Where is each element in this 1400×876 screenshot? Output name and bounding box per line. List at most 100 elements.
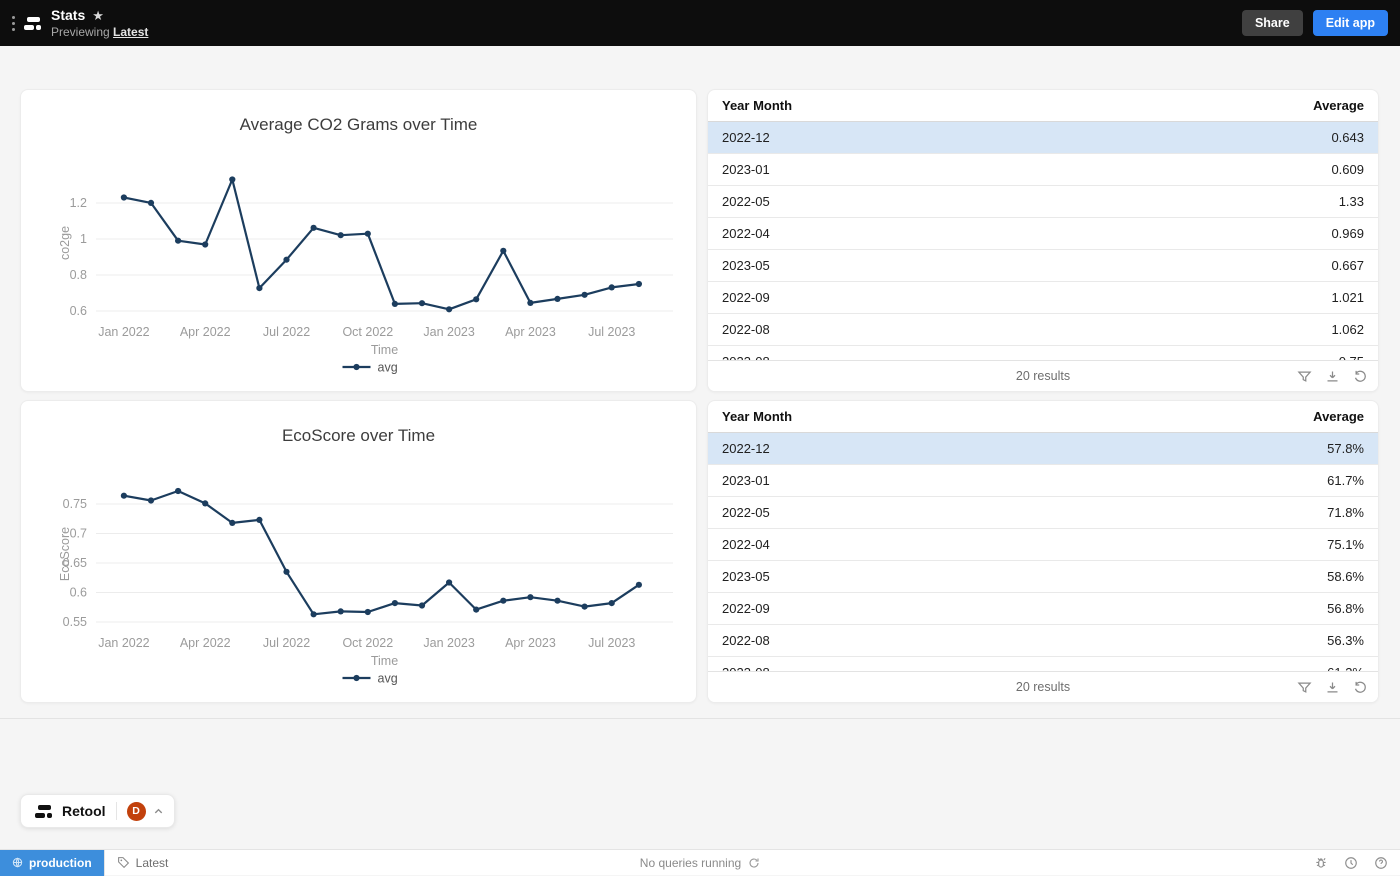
x-tick-label: Jul 2022: [263, 325, 310, 339]
table-row[interactable]: 2022-09 56.8%: [708, 593, 1378, 625]
release-version[interactable]: Latest: [105, 856, 181, 870]
filter-icon[interactable]: [1297, 680, 1312, 695]
co2-line-chart: 0.6 0.8 1 1.2 co2ge Jan 2022 Apr 2022 Jul 2022 O…: [21, 150, 696, 391]
table-body: 2022-12 0.643 2023-01 0.609 2022-05 1.33 2022-…: [708, 122, 1378, 362]
cell-average: 56.3%: [1327, 633, 1364, 648]
globe-icon: [12, 857, 23, 868]
x-axis-title: Time: [371, 343, 398, 357]
y-tick-label: 0.75: [63, 497, 87, 511]
x-tick-label: Apr 2022: [180, 325, 231, 339]
cell-year-month: 2022-04: [722, 226, 770, 241]
data-point: [364, 230, 371, 237]
ecoscore-line-chart: 0.55 0.6 0.65 0.7 0.75 EcoScore Jan 2022 Apr 20…: [21, 461, 696, 702]
table-row[interactable]: 2022-05 71.8%: [708, 497, 1378, 529]
cell-average: 1.021: [1331, 290, 1364, 305]
help-icon[interactable]: [1374, 856, 1388, 870]
table-row[interactable]: 2022-12 57.8%: [708, 433, 1378, 465]
column-header-year-month[interactable]: Year Month: [722, 98, 793, 113]
version-link[interactable]: Latest: [113, 25, 149, 39]
cell-average: 58.6%: [1327, 569, 1364, 584]
x-tick-label: Oct 2022: [342, 325, 393, 339]
history-icon[interactable]: [1344, 856, 1358, 870]
page-title: Stats: [51, 7, 86, 23]
table-row[interactable]: 2022-09 1.021: [708, 282, 1378, 314]
table-row[interactable]: 2023-01 0.609: [708, 154, 1378, 186]
filter-icon[interactable]: [1297, 369, 1312, 384]
column-header-average[interactable]: Average: [1313, 98, 1364, 113]
co2-chart-card: Average CO2 Grams over Time 0.6 0.8 1 1.2 co…: [20, 89, 697, 392]
table-row[interactable]: 2022-08 56.3%: [708, 625, 1378, 657]
svg-text:avg: avg: [378, 672, 398, 686]
app-menu-kebab-icon[interactable]: [6, 8, 20, 38]
ecoscore-table-card: Year Month Average 2022-12 57.8% 2023-01 61…: [707, 400, 1379, 703]
table-row[interactable]: 2023-05 0.667: [708, 250, 1378, 282]
refresh-icon[interactable]: [1353, 369, 1368, 384]
cell-average: 75.1%: [1327, 537, 1364, 552]
cell-average: 61.7%: [1327, 473, 1364, 488]
results-count: 20 results: [1015, 680, 1071, 694]
data-point: [147, 199, 155, 206]
retool-brand-label: Retool: [62, 803, 106, 819]
cell-average: 0.643: [1331, 130, 1364, 145]
legend-item[interactable]: avg: [342, 361, 398, 375]
data-point: [608, 600, 615, 607]
table-row[interactable]: 2022-04 75.1%: [708, 529, 1378, 561]
cell-average: 1.062: [1331, 322, 1364, 337]
x-tick-label: Jul 2022: [263, 636, 310, 650]
column-header-average[interactable]: Average: [1313, 409, 1364, 424]
chart-title: EcoScore over Time: [281, 426, 436, 445]
table-row[interactable]: 2022-12 0.643: [708, 122, 1378, 154]
table-row[interactable]: 2022-05 1.33: [708, 186, 1378, 218]
cell-average: 61.3%: [1327, 665, 1364, 673]
refresh-icon[interactable]: [1353, 680, 1368, 695]
y-tick-label: 0.65: [63, 556, 87, 570]
cell-average: 0.667: [1331, 258, 1364, 273]
cell-year-month: 2022-09: [722, 290, 770, 305]
cell-year-month: 2022-08: [722, 633, 770, 648]
download-icon[interactable]: [1325, 680, 1340, 695]
data-point: [337, 608, 344, 615]
edit-app-button[interactable]: Edit app: [1312, 10, 1388, 36]
data-point: [608, 284, 615, 291]
share-button[interactable]: Share: [1241, 10, 1303, 36]
table-row[interactable]: 2022-08 1.062: [708, 314, 1378, 346]
download-icon[interactable]: [1325, 369, 1340, 384]
star-icon[interactable]: ★: [92, 7, 104, 23]
legend-item[interactable]: avg: [342, 672, 398, 686]
data-point: [635, 581, 643, 588]
previewing-label: Previewing: [51, 25, 110, 39]
data-point: [229, 176, 236, 183]
queries-refresh-icon[interactable]: [748, 857, 760, 869]
data-point: [283, 256, 290, 263]
y-tick-label: 0.6: [70, 585, 87, 599]
table-row[interactable]: 2022-04 0.969: [708, 218, 1378, 250]
table-row[interactable]: 2023-05 58.6%: [708, 561, 1378, 593]
table-row[interactable]: 2023-08 61.3%: [708, 657, 1378, 673]
data-point: [202, 500, 209, 507]
column-header-year-month[interactable]: Year Month: [722, 409, 793, 424]
x-tick-label: Apr 2023: [505, 636, 556, 650]
table-row[interactable]: 2023-08 0.75: [708, 346, 1378, 362]
chevron-up-icon[interactable]: [153, 806, 164, 817]
avatar[interactable]: D: [126, 801, 146, 821]
data-point: [581, 291, 588, 298]
series-line: [123, 489, 640, 616]
y-tick-label: 1: [80, 232, 87, 246]
cell-average: 0.969: [1331, 226, 1364, 241]
x-tick-label: Apr 2022: [180, 636, 231, 650]
retool-logo-icon: [24, 16, 41, 30]
retool-environment-badge[interactable]: Retool D: [20, 794, 175, 828]
query-status-text: No queries running: [639, 855, 742, 870]
data-point: [202, 241, 209, 248]
y-tick-label: 0.6: [70, 304, 87, 318]
app-header: Stats ★ Previewing Latest Share Edit app: [0, 0, 1400, 46]
environment-selector[interactable]: production: [0, 849, 104, 876]
data-point: [391, 600, 398, 607]
cell-year-month: 2023-05: [722, 258, 770, 273]
data-point: [554, 597, 561, 604]
debug-icon[interactable]: [1314, 856, 1328, 870]
y-tick-label: 1.2: [70, 196, 87, 210]
environment-label: production: [29, 855, 92, 870]
table-row[interactable]: 2023-01 61.7%: [708, 465, 1378, 497]
cell-year-month: 2023-05: [722, 569, 770, 584]
